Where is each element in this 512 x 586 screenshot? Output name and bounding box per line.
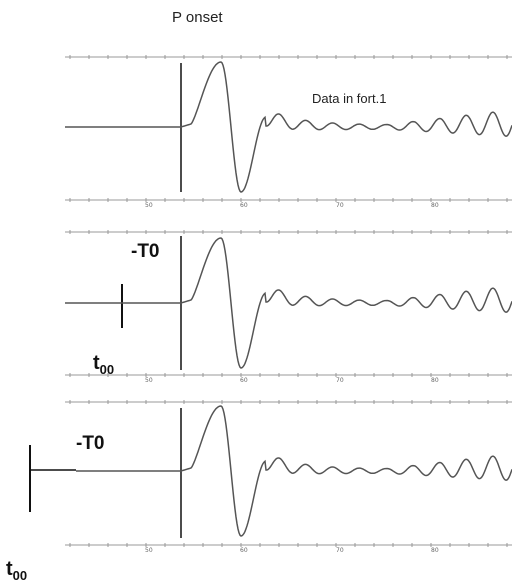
panel-3-waveform (76, 405, 512, 537)
panel-2-tick-label-70: 70 (336, 377, 344, 384)
panel-2-t00-label: t00 (93, 352, 114, 377)
panel-1-tick-label-50: 50 (145, 202, 153, 209)
panel-2-minus-t0-label: -T0 (131, 241, 160, 262)
panel-1-ticks (69, 55, 508, 202)
panel-2-tick-label-50: 50 (145, 377, 153, 384)
panel-1-tick-label-60: 60 (240, 202, 248, 209)
panel-3-tick-label-80: 80 (431, 547, 439, 554)
panel-2: 50 60 70 80 -T0 t00 (65, 230, 512, 384)
panel-3-minus-t0-label: -T0 (76, 433, 105, 454)
panel-3-tick-label-50: 50 (145, 547, 153, 554)
panel-2-ticks (69, 230, 508, 377)
panel-2-tick-label-80: 80 (431, 377, 439, 384)
panel-3-t00-label: t00 (6, 558, 27, 583)
panel-2-tick-label-60: 60 (240, 377, 248, 384)
panel-3: 50 60 70 80 -T0 t00 (6, 400, 512, 583)
panel-1-tick-label-80: 80 (431, 202, 439, 209)
panel-3-tick-label-70: 70 (336, 547, 344, 554)
panel-1: 50 60 70 80 Data in fort.1 (65, 55, 512, 209)
panel-2-waveform (65, 237, 512, 369)
panel-3-tick-label-60: 60 (240, 547, 248, 554)
p-onset-label: P onset (172, 9, 223, 26)
data-note-label: Data in fort.1 (312, 91, 386, 106)
panel-1-tick-label-70: 70 (336, 202, 344, 209)
panel-1-waveform (65, 61, 512, 193)
panel-3-ticks (69, 400, 508, 547)
